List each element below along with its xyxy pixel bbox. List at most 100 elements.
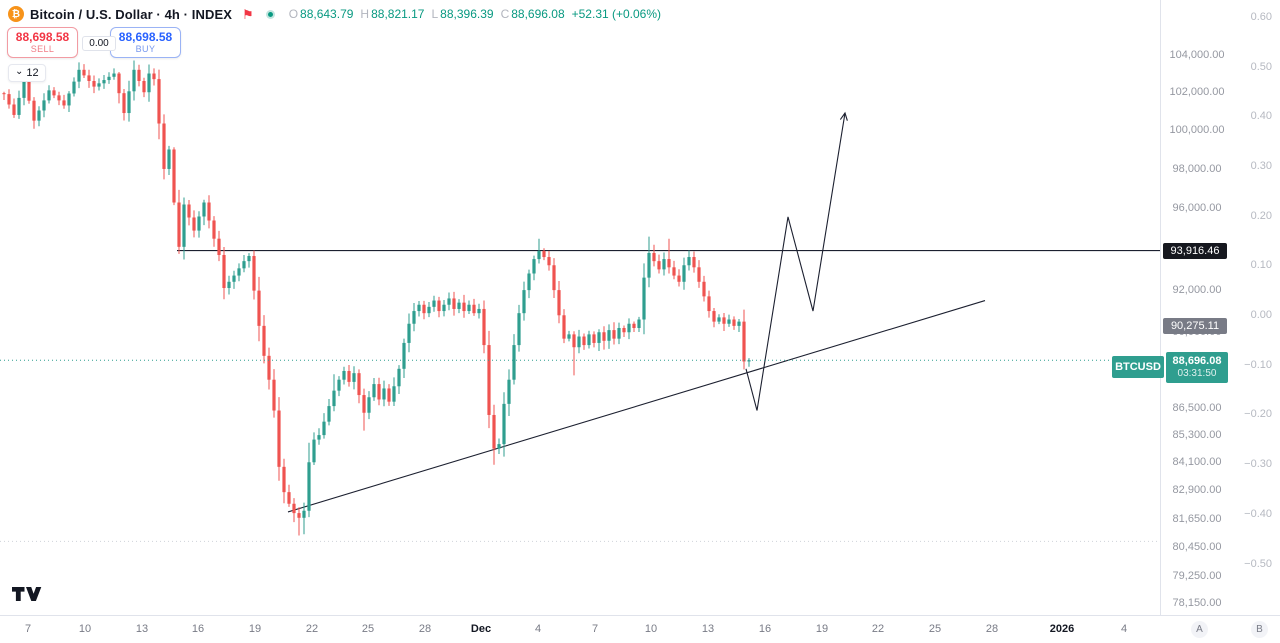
candle[interactable]: [647, 236, 651, 288]
candle[interactable]: [242, 254, 246, 273]
candle[interactable]: [692, 251, 696, 273]
candle[interactable]: [37, 106, 41, 127]
candle[interactable]: [612, 322, 616, 345]
collapsed-indicators-toggle[interactable]: ⌄ 12: [8, 64, 46, 82]
candle[interactable]: [442, 299, 446, 317]
candle[interactable]: [247, 253, 251, 268]
candle[interactable]: [672, 260, 676, 280]
candle[interactable]: [182, 197, 186, 260]
candle[interactable]: [717, 314, 721, 325]
candle[interactable]: [92, 75, 96, 94]
candle[interactable]: [502, 392, 506, 457]
candle[interactable]: [387, 384, 391, 406]
candle[interactable]: [382, 380, 386, 407]
time-axis[interactable]: A B 7 10 13 16 19 22 25 28 Dec 4 7 10 13 16 19 22 25 28 20…: [0, 615, 1280, 643]
candle[interactable]: [552, 258, 556, 299]
candle[interactable]: [422, 300, 426, 320]
candle[interactable]: [712, 308, 716, 328]
candle[interactable]: [267, 347, 271, 390]
candle[interactable]: [537, 238, 541, 264]
candle[interactable]: [432, 295, 436, 312]
candle[interactable]: [327, 398, 331, 426]
candle[interactable]: [122, 88, 126, 121]
candle[interactable]: [2, 91, 6, 101]
candle[interactable]: [272, 369, 276, 418]
candle[interactable]: [142, 77, 146, 98]
candle[interactable]: [292, 498, 296, 523]
candle[interactable]: [102, 75, 106, 89]
candle[interactable]: [507, 369, 511, 416]
candle[interactable]: [187, 200, 191, 226]
candle[interactable]: [457, 299, 461, 314]
candle[interactable]: [297, 507, 301, 536]
candle[interactable]: [677, 269, 681, 287]
candle[interactable]: [737, 319, 741, 332]
candle[interactable]: [597, 329, 601, 352]
candle[interactable]: [167, 145, 171, 176]
candle[interactable]: [337, 376, 341, 397]
candle[interactable]: [607, 324, 611, 349]
candle[interactable]: [42, 93, 46, 118]
candle[interactable]: [47, 85, 51, 104]
scale-a-button[interactable]: A: [1191, 621, 1208, 638]
candle[interactable]: [557, 281, 561, 324]
candle[interactable]: [682, 257, 686, 290]
candle[interactable]: [217, 230, 221, 262]
candle[interactable]: [747, 358, 751, 367]
candle[interactable]: [412, 302, 416, 332]
candle[interactable]: [562, 309, 566, 344]
buy-button[interactable]: 88,698.58 BUY: [110, 27, 181, 58]
candle[interactable]: [477, 303, 481, 319]
candle[interactable]: [112, 68, 116, 80]
candle[interactable]: [72, 77, 76, 97]
tradingview-logo[interactable]: [12, 587, 42, 607]
candle[interactable]: [587, 330, 591, 349]
candle[interactable]: [362, 388, 366, 431]
candle[interactable]: [117, 72, 121, 104]
candle[interactable]: [237, 263, 241, 282]
candle[interactable]: [427, 301, 431, 318]
candle[interactable]: [342, 366, 346, 385]
candle[interactable]: [77, 62, 81, 89]
candle[interactable]: [332, 374, 336, 412]
candle[interactable]: [727, 314, 731, 327]
candle[interactable]: [177, 189, 181, 254]
candle[interactable]: [662, 252, 666, 276]
candle[interactable]: [282, 458, 286, 504]
candle[interactable]: [302, 502, 306, 535]
candle[interactable]: [207, 195, 211, 229]
support-trendline[interactable]: [287, 300, 986, 513]
candle[interactable]: [312, 432, 316, 465]
candle[interactable]: [62, 94, 66, 109]
candle[interactable]: [577, 329, 581, 354]
candle[interactable]: [212, 216, 216, 247]
candle[interactable]: [547, 250, 551, 271]
candle[interactable]: [482, 300, 486, 354]
candle[interactable]: [257, 276, 261, 342]
candle[interactable]: [372, 378, 376, 401]
candle[interactable]: [437, 296, 441, 318]
candle[interactable]: [347, 365, 351, 387]
candle[interactable]: [52, 87, 56, 99]
candle[interactable]: [147, 64, 151, 102]
candle[interactable]: [157, 69, 161, 140]
candle[interactable]: [492, 404, 496, 465]
symbol-title[interactable]: Bitcoin / U.S. Dollar · 4h · INDEX: [30, 6, 233, 22]
candle[interactable]: [582, 333, 586, 350]
price-axis[interactable]: USD ▾ 93,916.46 90,275.11 104,000.00102,…: [1160, 0, 1280, 615]
candle[interactable]: [642, 263, 646, 335]
candle[interactable]: [517, 304, 521, 352]
candle[interactable]: [592, 331, 596, 348]
candle[interactable]: [622, 325, 626, 337]
candle[interactable]: [197, 211, 201, 238]
candle[interactable]: [467, 300, 471, 314]
candle[interactable]: [527, 269, 531, 299]
projection-zigzag[interactable]: [745, 112, 846, 411]
candle[interactable]: [317, 428, 321, 445]
candle[interactable]: [262, 315, 266, 364]
candle[interactable]: [697, 260, 701, 288]
candle[interactable]: [307, 442, 311, 518]
candle[interactable]: [542, 248, 546, 261]
candle[interactable]: [137, 64, 141, 87]
candle[interactable]: [632, 321, 636, 332]
